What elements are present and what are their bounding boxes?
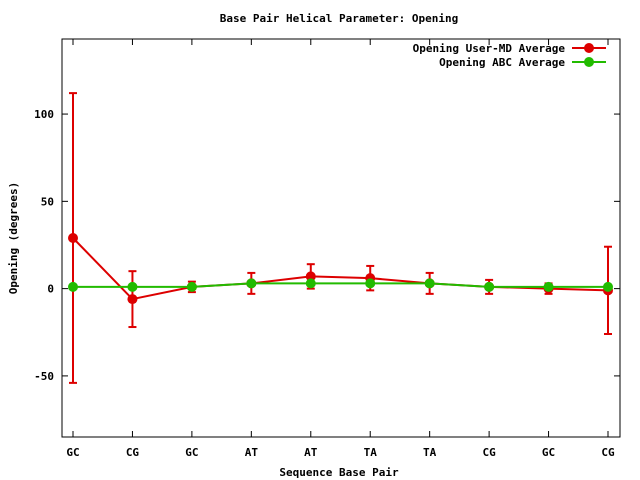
data-point	[305, 278, 316, 289]
x-tick-label: CG	[126, 446, 140, 459]
x-tick-label: GC	[542, 446, 555, 459]
data-point	[305, 271, 316, 282]
series-2	[68, 278, 613, 292]
data-point	[603, 281, 613, 292]
y-tick-label: 0	[47, 283, 54, 296]
x-tick-label: TA	[364, 446, 378, 459]
data-point	[424, 278, 435, 289]
data-point	[68, 281, 78, 292]
x-axis-label: Sequence Base Pair	[279, 466, 399, 479]
legend-label: Opening ABC Average	[439, 56, 565, 69]
legend-marker	[584, 57, 594, 67]
data-point	[127, 281, 138, 292]
data-point	[365, 278, 376, 289]
data-point	[127, 294, 138, 305]
x-tick-label: GC	[66, 446, 79, 459]
y-tick-label: 50	[41, 195, 54, 208]
x-tick-label: TA	[423, 446, 437, 459]
data-point	[68, 233, 78, 243]
legend-marker	[584, 43, 594, 53]
series-layer	[68, 92, 613, 384]
y-tick-label: 100	[34, 108, 54, 121]
data-point	[186, 281, 197, 292]
series-line	[73, 282, 608, 288]
series-1	[68, 92, 613, 384]
y-tick-label: -50	[34, 370, 54, 383]
legend-label: Opening User-MD Average	[413, 42, 566, 55]
x-tick-label: AT	[304, 446, 318, 459]
y-axis-label: Opening (degrees)	[7, 182, 20, 295]
x-tick-label: AT	[245, 446, 259, 459]
series-line	[72, 237, 609, 301]
data-point	[543, 281, 554, 292]
x-tick-label: GC	[185, 446, 198, 459]
y-axis: -50 0 50 100	[34, 108, 620, 383]
plot-frame	[61, 38, 621, 438]
chart-title: Base Pair Helical Parameter: Opening	[220, 12, 458, 25]
data-point	[484, 281, 495, 292]
data-point	[246, 278, 257, 289]
x-axis: GC CG GC AT AT TA TA CG GC CG	[66, 39, 615, 459]
x-tick-label: CG	[601, 446, 615, 459]
x-tick-label: CG	[482, 446, 496, 459]
